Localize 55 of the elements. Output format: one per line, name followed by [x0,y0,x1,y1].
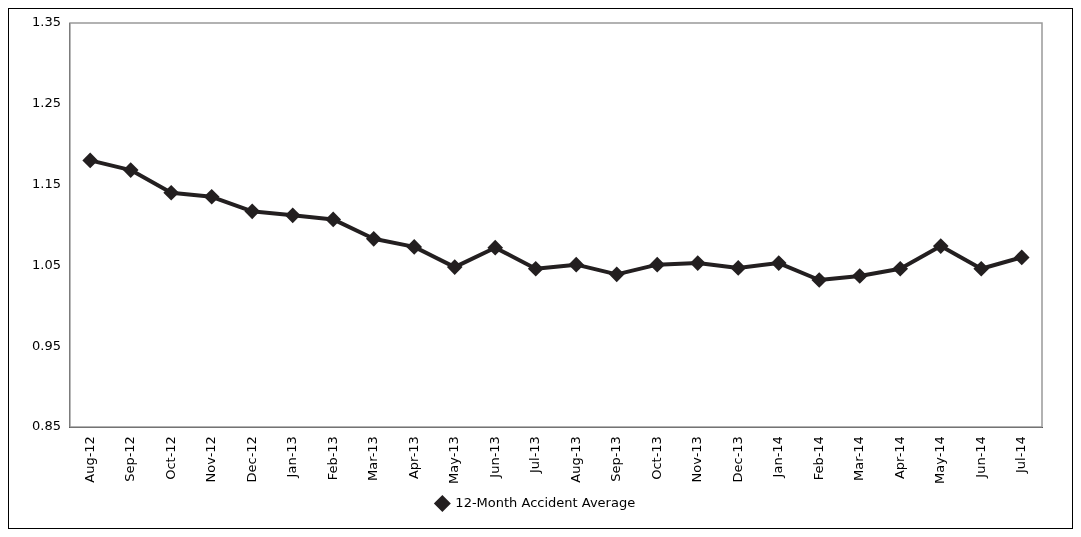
x-tick-label: Apr-13 [405,436,421,480]
x-tick-label: Feb-13 [324,436,340,481]
x-tick-label: Jan-13 [284,436,300,479]
point [447,260,462,275]
y-tick-label: 1.15 [31,176,61,192]
x-tick-label: Jan-14 [770,436,786,479]
point [650,257,665,272]
y-tick-label: 1.35 [31,14,61,30]
x-tick-label: Jul-14 [1013,436,1029,475]
x-tick-label: Dec-13 [729,436,745,483]
point [528,261,543,276]
x-tick-label: Aug-13 [567,436,583,483]
point [1014,250,1029,265]
x-tick-label: Nov-13 [689,436,705,483]
x-tick-label: Sep-13 [608,436,624,482]
point [204,189,219,204]
y-tick-label: 1.25 [31,95,61,111]
y-tick-label: 0.95 [31,337,61,353]
point [83,153,98,168]
point [690,256,705,271]
point [285,208,300,223]
point [164,185,179,200]
x-tick-label: Oct-13 [648,436,664,480]
x-tick-label: Mar-14 [851,436,867,482]
legend-label: 12-Month Accident Average [455,494,636,510]
y-tick-label: 0.85 [31,418,61,434]
point [366,231,381,246]
point [893,261,908,276]
x-tick-label: Jun-13 [486,436,502,479]
x-tick-label: Oct-12 [162,436,178,480]
x-tick-label: Aug-12 [81,436,97,483]
y-tick-label: 1.05 [31,256,61,272]
x-tick-label: Mar-13 [365,436,381,482]
x-tick-label: Sep-12 [122,436,138,482]
point [852,268,867,283]
point [771,256,786,271]
point [731,260,746,275]
point [933,239,948,254]
x-tick-label: Jul-13 [527,436,543,475]
point [812,273,827,288]
point [123,163,138,178]
x-tick-label: Nov-12 [203,436,219,483]
x-tick-label: Dec-12 [243,436,259,483]
x-tick-label: Apr-14 [891,436,907,480]
x-tick-label: May-14 [932,436,948,485]
x-tick-label: May-13 [446,436,462,485]
point [326,212,341,227]
x-tick-label: Jun-14 [972,436,988,479]
point [609,267,624,282]
point [407,239,422,254]
x-tick-label: Feb-14 [810,436,826,481]
point [569,257,584,272]
point [974,261,989,276]
point [245,204,260,219]
point [488,240,503,255]
